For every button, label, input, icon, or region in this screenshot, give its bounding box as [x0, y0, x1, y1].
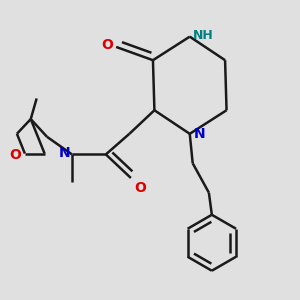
Text: N: N: [59, 146, 70, 160]
Text: O: O: [10, 148, 21, 162]
Text: O: O: [101, 38, 113, 52]
Text: N: N: [194, 127, 206, 141]
Text: NH: NH: [193, 29, 213, 42]
Text: O: O: [134, 181, 146, 195]
